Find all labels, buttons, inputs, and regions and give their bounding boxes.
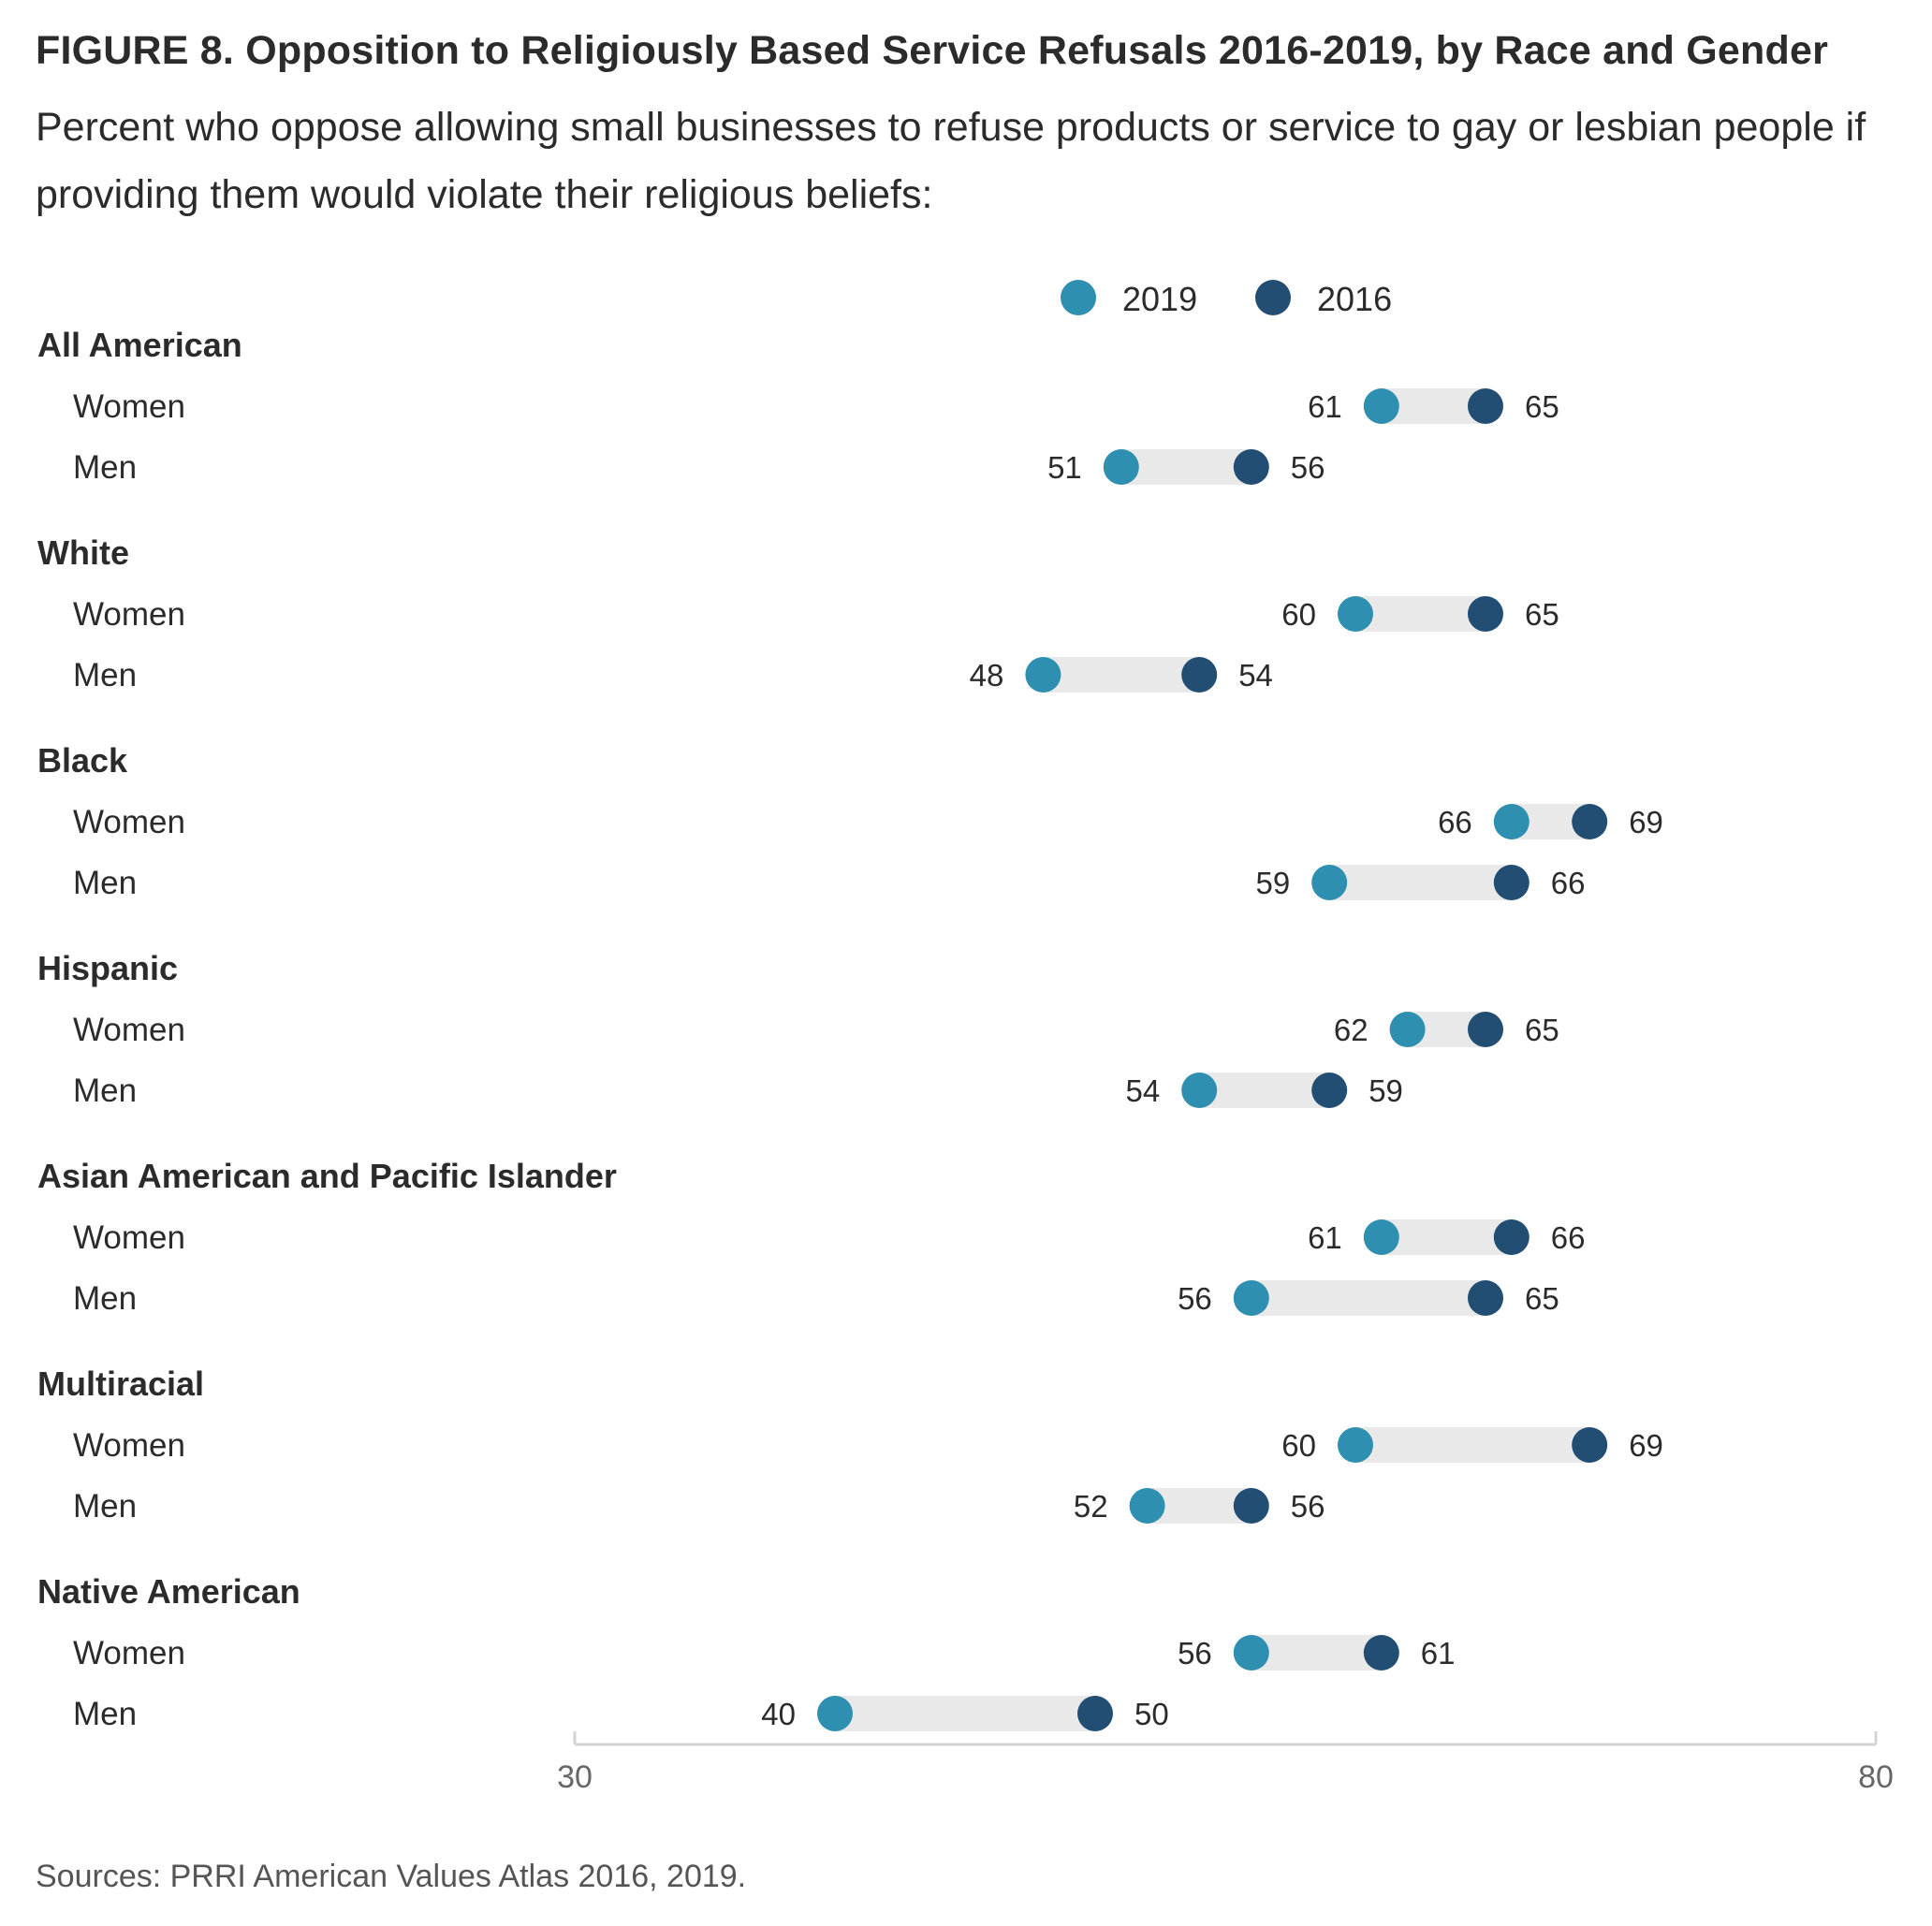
dot-2016 — [1233, 1488, 1269, 1524]
data-label-2016: 69 — [1629, 805, 1663, 839]
source-note: Sources: PRRI American Values Atlas 2016… — [36, 1859, 747, 1894]
data-label-2016: 56 — [1291, 450, 1325, 485]
data-label-2016: 69 — [1629, 1428, 1663, 1463]
connector-bar — [1381, 1219, 1512, 1255]
x-tick-label: 80 — [1858, 1759, 1894, 1795]
dot-2019 — [1233, 1280, 1269, 1316]
dot-2019 — [1311, 865, 1348, 900]
dot-2019 — [1363, 388, 1399, 424]
row-label: Men — [73, 1072, 137, 1109]
chart-title: FIGURE 8. Opposition to Religiously Base… — [36, 28, 1829, 73]
dot-2019 — [1389, 1012, 1426, 1047]
dot-2016 — [1468, 596, 1503, 632]
dot-2016 — [1077, 1696, 1113, 1731]
dot-2016 — [1311, 1072, 1348, 1108]
data-label-2016: 56 — [1291, 1489, 1325, 1524]
dot-2016 — [1468, 388, 1503, 424]
row-label: Women — [73, 1427, 185, 1464]
data-label-2019: 56 — [1178, 1281, 1212, 1316]
row-label: Men — [73, 1696, 137, 1732]
dot-2016 — [1572, 1427, 1608, 1463]
dot-2016 — [1493, 865, 1530, 900]
data-label-2019: 61 — [1308, 1220, 1342, 1255]
data-label-2016: 59 — [1368, 1073, 1403, 1108]
dot-2016 — [1493, 1219, 1530, 1255]
data-label-2019: 59 — [1255, 866, 1290, 900]
row-label: Women — [73, 1635, 185, 1671]
data-label-2019: 48 — [970, 658, 1004, 693]
connector-bar — [1251, 1280, 1486, 1316]
group-label: All American — [37, 326, 242, 364]
data-label-2016: 61 — [1421, 1636, 1456, 1671]
dot-2019 — [817, 1696, 853, 1731]
data-label-2019: 54 — [1125, 1073, 1160, 1108]
connector-bar — [1120, 449, 1251, 485]
group-label: Asian American and Pacific Islander — [37, 1157, 617, 1195]
dot-2019 — [1338, 1427, 1373, 1463]
group-label: Native American — [37, 1572, 300, 1611]
dot-2019 — [1233, 1635, 1269, 1671]
data-label-2019: 56 — [1178, 1636, 1212, 1671]
row-label: Women — [73, 1012, 185, 1048]
row-label: Women — [73, 596, 185, 633]
row-label: Men — [73, 1488, 137, 1525]
dot-2016 — [1181, 657, 1218, 693]
data-label-2019: 51 — [1047, 450, 1082, 485]
chart-subtitle: Percent who oppose allowing small busine… — [36, 105, 1866, 217]
data-label-2019: 61 — [1308, 389, 1342, 424]
row-label: Men — [73, 657, 137, 693]
data-label-2016: 66 — [1551, 1220, 1586, 1255]
data-label-2019: 60 — [1281, 1428, 1316, 1463]
data-label-2016: 54 — [1238, 658, 1273, 693]
dot-2016 — [1363, 1635, 1399, 1671]
legend-label-2016: 2016 — [1317, 280, 1392, 318]
data-label-2019: 60 — [1281, 597, 1316, 632]
legend-marker-2016 — [1255, 280, 1291, 315]
data-label-2016: 65 — [1525, 389, 1559, 424]
row-label: Men — [73, 449, 137, 486]
data-label-2016: 65 — [1525, 597, 1559, 632]
data-label-2019: 66 — [1438, 805, 1472, 839]
data-label-2019: 40 — [761, 1697, 796, 1731]
dot-2019 — [1103, 449, 1139, 485]
group-label: Multiracial — [37, 1364, 204, 1403]
row-label: Men — [73, 865, 137, 901]
data-label-2016: 65 — [1525, 1013, 1559, 1047]
connector-bar — [1329, 865, 1512, 900]
data-label-2016: 66 — [1551, 866, 1586, 900]
dot-2019 — [1129, 1488, 1165, 1524]
dot-2016 — [1572, 804, 1608, 839]
connector-bar — [1355, 596, 1486, 632]
data-label-2016: 65 — [1525, 1281, 1559, 1316]
data-label-2019: 52 — [1074, 1489, 1108, 1524]
dot-2019 — [1025, 657, 1061, 693]
legend-label-2019: 2019 — [1122, 280, 1197, 318]
group-label: Black — [37, 741, 128, 780]
data-label-2019: 62 — [1334, 1013, 1368, 1047]
dot-2019 — [1493, 804, 1530, 839]
dot-2016 — [1468, 1012, 1503, 1047]
dot-2016 — [1468, 1280, 1503, 1316]
connector-bar — [1355, 1427, 1590, 1463]
x-tick-label: 30 — [557, 1759, 593, 1795]
group-label: White — [37, 533, 129, 572]
dot-2019 — [1363, 1219, 1399, 1255]
dot-2016 — [1233, 449, 1269, 485]
row-label: Women — [73, 1219, 185, 1256]
connector-bar — [1043, 657, 1200, 693]
dot-2019 — [1338, 596, 1373, 632]
dot-2019 — [1181, 1072, 1218, 1108]
row-label: Women — [73, 388, 185, 425]
row-label: Women — [73, 804, 185, 840]
row-label: Men — [73, 1280, 137, 1317]
connector-bar — [1199, 1072, 1330, 1108]
data-label-2016: 50 — [1134, 1697, 1169, 1731]
connector-bar — [835, 1696, 1095, 1731]
connector-bar — [1251, 1635, 1382, 1671]
legend-marker-2019 — [1061, 280, 1096, 315]
group-label: Hispanic — [37, 949, 178, 987]
